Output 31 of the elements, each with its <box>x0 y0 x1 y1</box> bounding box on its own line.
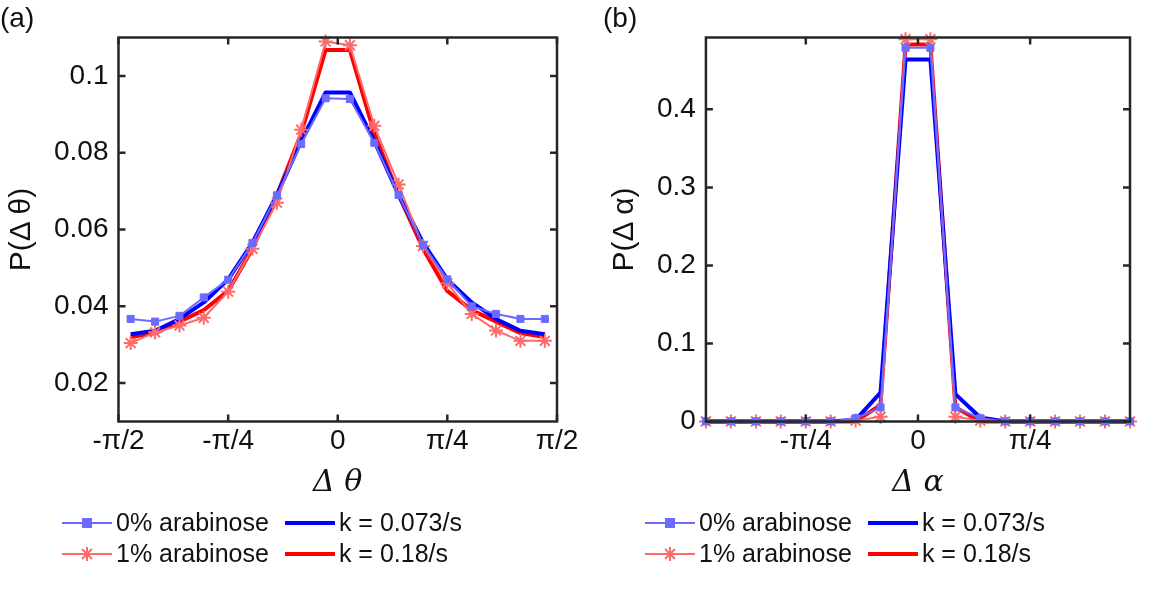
x-tick-label: -π/4 <box>202 423 255 455</box>
legend-label: k = 0.073/s <box>921 508 1045 537</box>
x-tick-label: π/2 <box>535 423 579 455</box>
legend-label: k = 0.073/s <box>338 508 462 537</box>
x-tick-label: 0 <box>910 423 926 455</box>
x-tick-label: -π/4 <box>779 423 832 455</box>
legend-label: k = 0.18/s <box>921 539 1031 568</box>
chart-title: (b) <box>603 1 638 33</box>
chart-title: (a) <box>0 1 35 33</box>
legend-label: 1% arabinose <box>699 539 852 568</box>
y-tick-label: 0.08 <box>54 135 109 167</box>
legend-label: 0% arabinose <box>116 508 269 537</box>
x-axis-title: Δ θ <box>312 462 363 498</box>
x-tick-label: -π/2 <box>92 423 145 455</box>
x-tick-label: π/4 <box>1008 423 1052 455</box>
legend-label: 0% arabinose <box>699 508 852 537</box>
y-tick-label: 0.1 <box>656 326 696 358</box>
y-tick-label: 0.02 <box>54 365 109 397</box>
x-tick-label: 0 <box>329 423 346 455</box>
y-tick-label: 0.2 <box>656 248 696 280</box>
y-tick-label: 0.4 <box>656 92 696 124</box>
y-axis-title: P(Δ θ) <box>3 187 37 272</box>
y-axis-title: P(Δ α) <box>606 187 640 272</box>
y-tick-label: 0.06 <box>54 212 109 244</box>
x-tick-label: π/4 <box>425 423 469 455</box>
y-tick-label: 0.3 <box>656 170 696 202</box>
y-tick-label: 0.04 <box>54 288 109 320</box>
y-tick-label: 0.1 <box>69 58 109 90</box>
x-axis-title: Δ α <box>891 462 944 498</box>
legend-label: 1% arabinose <box>116 539 269 568</box>
legend-label: k = 0.18/s <box>338 539 448 568</box>
